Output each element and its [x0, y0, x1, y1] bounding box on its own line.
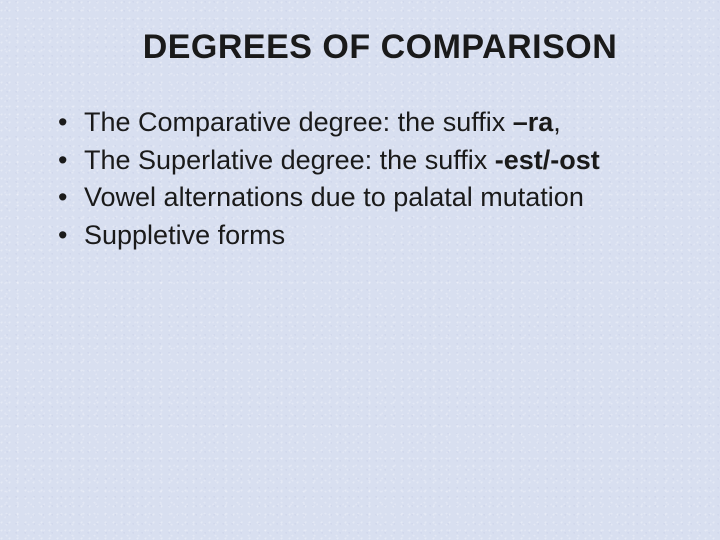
bullet-text: Suppletive forms: [84, 220, 285, 250]
bullet-list: The Comparative degree: the suffix –ra, …: [48, 105, 672, 254]
bullet-item: The Superlative degree: the suffix -est/…: [56, 143, 672, 179]
bullet-bold-suffix: –ra: [513, 107, 554, 137]
slide-title: DEGREES OF COMPARISON: [88, 28, 672, 67]
bullet-text: The Superlative degree: the suffix: [84, 145, 495, 175]
bullet-item: Vowel alternations due to palatal mutati…: [56, 180, 672, 216]
bullet-text: Vowel alternations due to palatal mutati…: [84, 182, 584, 212]
bullet-tail: ,: [553, 107, 561, 137]
slide-container: DEGREES OF COMPARISON The Comparative de…: [0, 0, 720, 540]
bullet-item: Suppletive forms: [56, 218, 672, 254]
bullet-text: The Comparative degree: the suffix: [84, 107, 513, 137]
bullet-bold-suffix: -est/-ost: [495, 145, 600, 175]
bullet-item: The Comparative degree: the suffix –ra,: [56, 105, 672, 141]
